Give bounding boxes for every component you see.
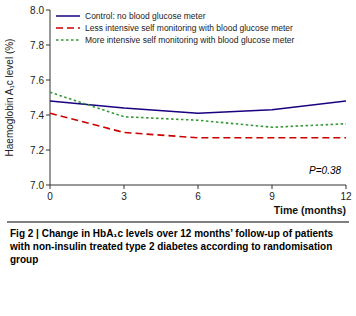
legend-label: Less intensive self monitoring with bloo…	[85, 23, 293, 33]
legend-swatch	[56, 27, 80, 29]
y-tick	[46, 45, 50, 46]
y-axis-label: Haemoglobin A₁c level (%)	[4, 39, 15, 157]
y-tick	[46, 80, 50, 81]
annotation: P=0.38	[309, 165, 341, 176]
y-tick	[46, 115, 50, 116]
series-line	[50, 92, 346, 127]
x-tick	[50, 185, 51, 189]
legend-swatch	[56, 39, 80, 41]
y-axis	[50, 10, 51, 185]
x-axis-label: Time (months)	[274, 204, 346, 216]
y-tick-label: 8.0	[30, 5, 44, 16]
x-tick-label: 0	[47, 191, 53, 202]
plot-area	[50, 92, 346, 138]
legend: Control: no blood glucose meter Less inte…	[56, 11, 294, 45]
y-tick	[46, 185, 50, 186]
x-tick-label: 12	[340, 191, 352, 202]
y-tick-label: 7.4	[30, 110, 44, 121]
y-tick-label: 7.0	[30, 180, 44, 191]
legend-swatch	[56, 15, 80, 17]
y-tick-label: 7.2	[30, 145, 44, 156]
chart: 7.0 7.2 7.4 7.6 7.8 8.0 0 3 6 9 12 Haemoglobin A₁c …	[0, 0, 356, 316]
y-tick-label: 7.8	[30, 40, 44, 51]
caption-line: group	[10, 254, 38, 265]
caption: Fig 2 | Change in HbA₁c levels over 12 m…	[9, 228, 334, 265]
caption-line: with non-insulin treated type 2 diabetes…	[9, 241, 332, 252]
legend-label: More intensive self monitoring with bloo…	[85, 35, 294, 45]
y-tick	[46, 10, 50, 11]
x-tick-label: 3	[121, 191, 127, 202]
legend-label: Control: no blood glucose meter	[85, 11, 206, 21]
separator	[7, 222, 349, 223]
x-tick-label: 6	[195, 191, 201, 202]
x-tick	[346, 185, 347, 189]
x-tick-label: 9	[269, 191, 275, 202]
y-tick	[46, 150, 50, 151]
caption-line: Fig 2 | Change in HbA₁c levels over 12 m…	[10, 228, 334, 239]
y-tick-label: 7.6	[30, 75, 44, 86]
x-tick	[124, 185, 125, 189]
x-tick	[198, 185, 199, 189]
x-tick	[272, 185, 273, 189]
